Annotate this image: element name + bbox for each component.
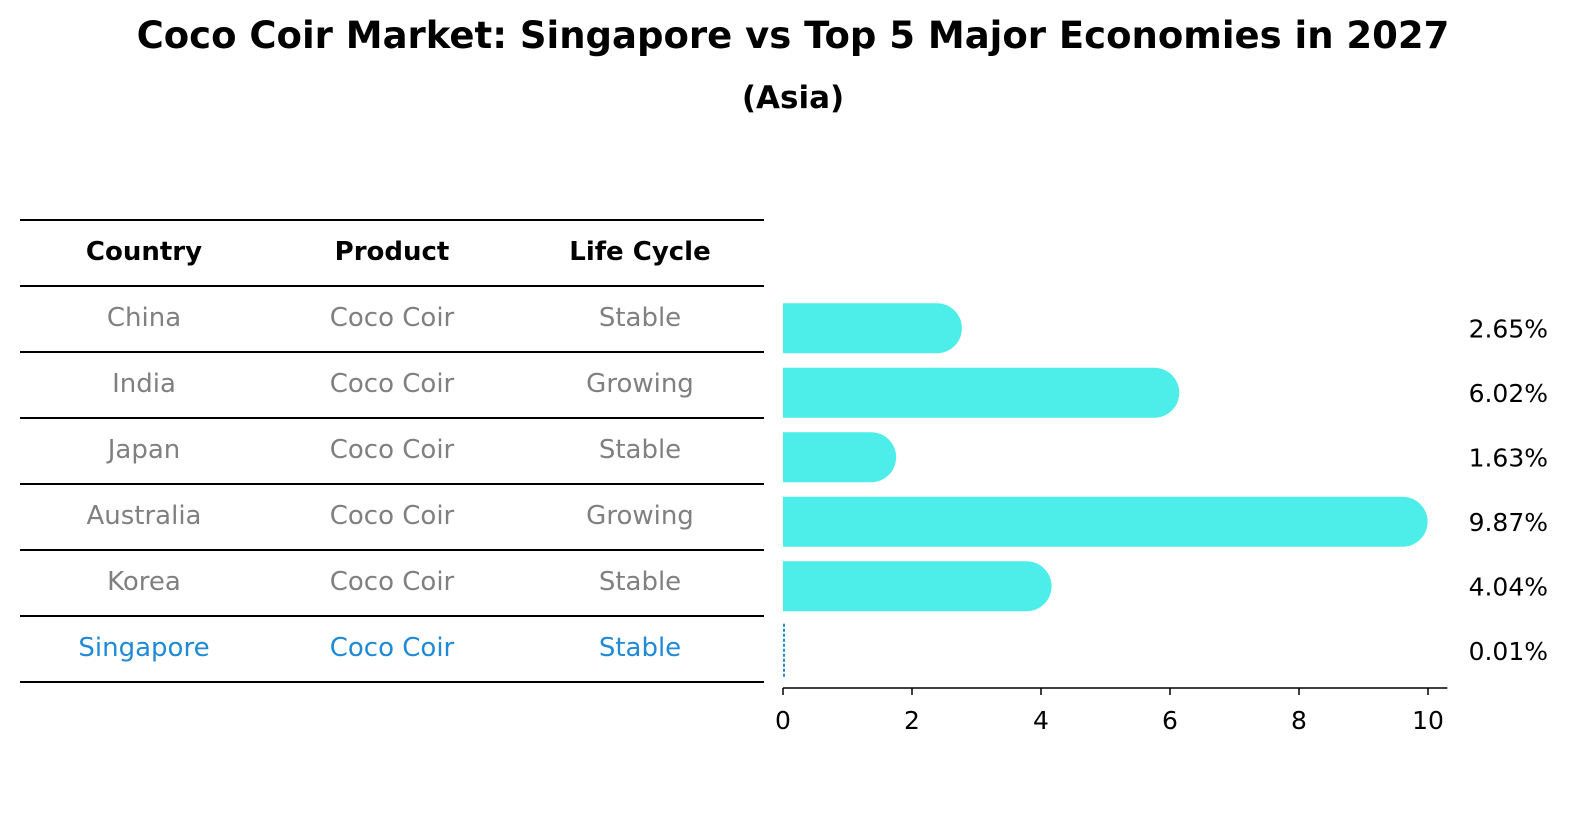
- cell-product: Coco Coir: [329, 501, 455, 531]
- cell-life-cycle-highlight: Stable: [598, 633, 682, 663]
- cell-life-cycle: Growing: [586, 369, 694, 399]
- table-rule-bottom: [20, 681, 764, 683]
- bar-value-label: 2.65%: [1469, 314, 1548, 343]
- cell-country: Japan: [107, 435, 181, 465]
- cell-product: Coco Coir: [329, 303, 455, 333]
- bar: [783, 496, 1428, 547]
- x-tick-label: 10: [1412, 706, 1444, 735]
- cell-life-cycle: Stable: [598, 303, 682, 333]
- table-rule: [20, 351, 764, 353]
- bar-value-label: 6.02%: [1469, 379, 1548, 408]
- cell-life-cycle: Growing: [586, 501, 694, 531]
- cell-life-cycle: Stable: [598, 567, 682, 597]
- cell-country: China: [106, 303, 182, 333]
- bar-value-label: 4.04%: [1469, 572, 1548, 601]
- table-rule: [20, 549, 764, 551]
- x-tick-label: 2: [904, 706, 920, 735]
- table-rule: [20, 417, 764, 419]
- table-rule-header: [20, 285, 764, 287]
- bar-value-label: 1.63%: [1469, 443, 1548, 472]
- cell-country: Australia: [86, 501, 202, 531]
- table-rule-top: [20, 219, 764, 221]
- cell-country-highlight: Singapore: [78, 633, 210, 663]
- table-rule: [20, 615, 764, 617]
- cell-life-cycle: Stable: [598, 435, 682, 465]
- cell-product: Coco Coir: [329, 369, 455, 399]
- bar-value-label: 9.87%: [1469, 508, 1548, 537]
- bar: [783, 561, 1052, 612]
- bar-value-label: 0.01%: [1469, 637, 1548, 666]
- chart-title: Coco Coir Market: Singapore vs Top 5 Maj…: [136, 14, 1450, 57]
- chart-subtitle: (Asia): [741, 80, 845, 116]
- cell-country: Korea: [107, 567, 181, 597]
- cell-product-highlight: Coco Coir: [329, 633, 455, 663]
- bar-chart: 2.65% 6.02% 1.63% 9.87% 4.04% 0.01% 0 2 4 6 8 10: [775, 303, 1548, 735]
- x-tick-label: 4: [1033, 706, 1049, 735]
- bar: [783, 432, 897, 483]
- header-country: Country: [85, 237, 203, 267]
- bar: [783, 367, 1180, 418]
- header-product: Product: [334, 237, 450, 267]
- cell-product: Coco Coir: [329, 567, 455, 597]
- table-rule: [20, 483, 764, 485]
- bar: [783, 303, 962, 354]
- cell-product: Coco Coir: [329, 435, 455, 465]
- cell-country: India: [112, 369, 176, 399]
- x-tick-label: 6: [1162, 706, 1178, 735]
- x-tick-label: 8: [1291, 706, 1307, 735]
- x-tick-label: 0: [775, 706, 791, 735]
- header-life-cycle: Life Cycle: [569, 237, 711, 267]
